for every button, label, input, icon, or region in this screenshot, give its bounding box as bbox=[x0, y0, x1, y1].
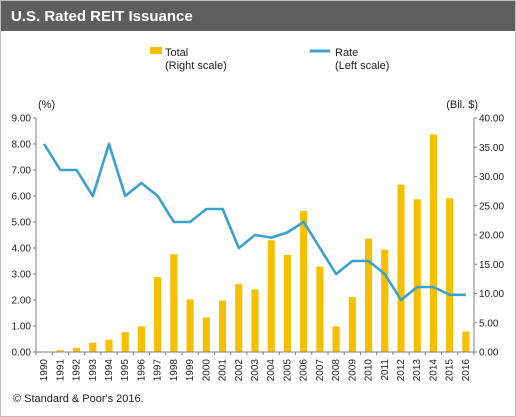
bar-total bbox=[202, 317, 210, 352]
x-tick-label: 2010 bbox=[364, 359, 375, 382]
x-tick-label: 1999 bbox=[185, 359, 196, 382]
right-tick-label: 40.00 bbox=[479, 114, 504, 125]
left-tick-label: 7.00 bbox=[12, 166, 32, 177]
x-tick-label: 1994 bbox=[104, 359, 115, 382]
right-tick-label: 5.00 bbox=[479, 318, 499, 329]
bar-total bbox=[316, 266, 324, 352]
x-tick-label: 2012 bbox=[396, 359, 407, 382]
bar-total bbox=[300, 211, 308, 352]
right-tick-label: 35.00 bbox=[479, 143, 504, 154]
left-tick-label: 2.00 bbox=[12, 296, 32, 307]
bar-total bbox=[397, 184, 405, 352]
bar-total bbox=[72, 347, 81, 352]
x-tick-label: 2006 bbox=[299, 359, 310, 382]
legend-note-rate: (Left scale) bbox=[335, 60, 389, 72]
x-tick-label: 1996 bbox=[136, 359, 147, 382]
left-tick-label: 3.00 bbox=[12, 270, 32, 281]
bar-total bbox=[154, 277, 162, 352]
bar-total bbox=[348, 297, 356, 352]
bar-total bbox=[446, 198, 454, 352]
bar-total bbox=[364, 238, 373, 352]
x-tick-label: 2002 bbox=[234, 359, 245, 382]
chart-title: U.S. Rated REIT Issuance bbox=[11, 8, 193, 25]
bar-total bbox=[137, 326, 146, 352]
x-tick-label: 2015 bbox=[445, 359, 456, 382]
right-tick-label: 20.00 bbox=[479, 231, 504, 242]
bar-total bbox=[235, 284, 243, 352]
bar-total bbox=[56, 350, 64, 352]
bar-total bbox=[89, 342, 97, 352]
bar-total bbox=[105, 339, 113, 352]
bar-total bbox=[170, 254, 178, 352]
left-tick-label: 8.00 bbox=[12, 140, 32, 151]
x-tick-label: 2005 bbox=[282, 359, 293, 382]
bar-total bbox=[251, 289, 259, 352]
left-tick-label: 1.00 bbox=[12, 322, 32, 333]
right-tick-label: 0.00 bbox=[479, 348, 499, 359]
bar-total bbox=[462, 331, 470, 352]
x-tick-label: 1998 bbox=[169, 359, 180, 382]
x-tick-label: 2003 bbox=[250, 359, 261, 382]
bar-total bbox=[186, 299, 194, 352]
bar-total bbox=[429, 134, 438, 352]
line-rate bbox=[42, 142, 466, 302]
x-tick-label: 2016 bbox=[461, 359, 472, 382]
bar-total bbox=[218, 300, 227, 352]
legend-swatch-total bbox=[150, 47, 162, 54]
legend-label-rate: Rate bbox=[335, 47, 358, 59]
x-tick-label: 2008 bbox=[331, 359, 342, 382]
x-tick-label: 1995 bbox=[120, 359, 131, 382]
bar-total bbox=[332, 326, 340, 352]
left-axis-label: (%) bbox=[38, 99, 55, 111]
x-tick-label: 1993 bbox=[88, 359, 99, 382]
left-tick-label: 6.00 bbox=[12, 192, 32, 203]
right-tick-label: 30.00 bbox=[479, 172, 504, 183]
bar-total bbox=[121, 332, 129, 352]
x-tick-label: 1997 bbox=[153, 359, 164, 382]
copyright-footer: © Standard & Poor's 2016. bbox=[13, 393, 144, 405]
bar-total bbox=[267, 240, 275, 352]
left-tick-label: 5.00 bbox=[12, 218, 32, 229]
x-tick-label: 2011 bbox=[380, 359, 391, 381]
x-tick-label: 2013 bbox=[412, 359, 423, 382]
x-tick-label: 1992 bbox=[72, 359, 83, 382]
x-tick-label: 1990 bbox=[39, 359, 50, 382]
title-bar: U.S. Rated REIT Issuance bbox=[1, 1, 515, 31]
right-tick-label: 25.00 bbox=[479, 201, 504, 212]
x-tick-label: 2001 bbox=[218, 359, 229, 382]
x-tick-label: 2004 bbox=[266, 359, 277, 382]
legend-label-total: Total bbox=[165, 47, 188, 59]
x-tick-label: 2014 bbox=[428, 359, 439, 382]
left-tick-label: 9.00 bbox=[12, 114, 32, 125]
legend-note-total: (Right scale) bbox=[165, 60, 227, 72]
x-tick-label: 2000 bbox=[201, 359, 212, 382]
right-axis-label: (Bil. $) bbox=[446, 99, 478, 111]
left-tick-label: 4.00 bbox=[12, 244, 32, 255]
bar-total bbox=[381, 249, 389, 352]
bar-total bbox=[413, 199, 421, 352]
right-tick-label: 10.00 bbox=[479, 289, 504, 300]
x-tick-label: 1991 bbox=[55, 359, 66, 382]
x-tick-label: 2007 bbox=[315, 359, 326, 382]
x-tick-label: 2009 bbox=[347, 359, 358, 382]
right-tick-label: 15.00 bbox=[479, 260, 504, 271]
bar-total bbox=[283, 254, 292, 352]
left-tick-label: 0.00 bbox=[12, 348, 32, 359]
